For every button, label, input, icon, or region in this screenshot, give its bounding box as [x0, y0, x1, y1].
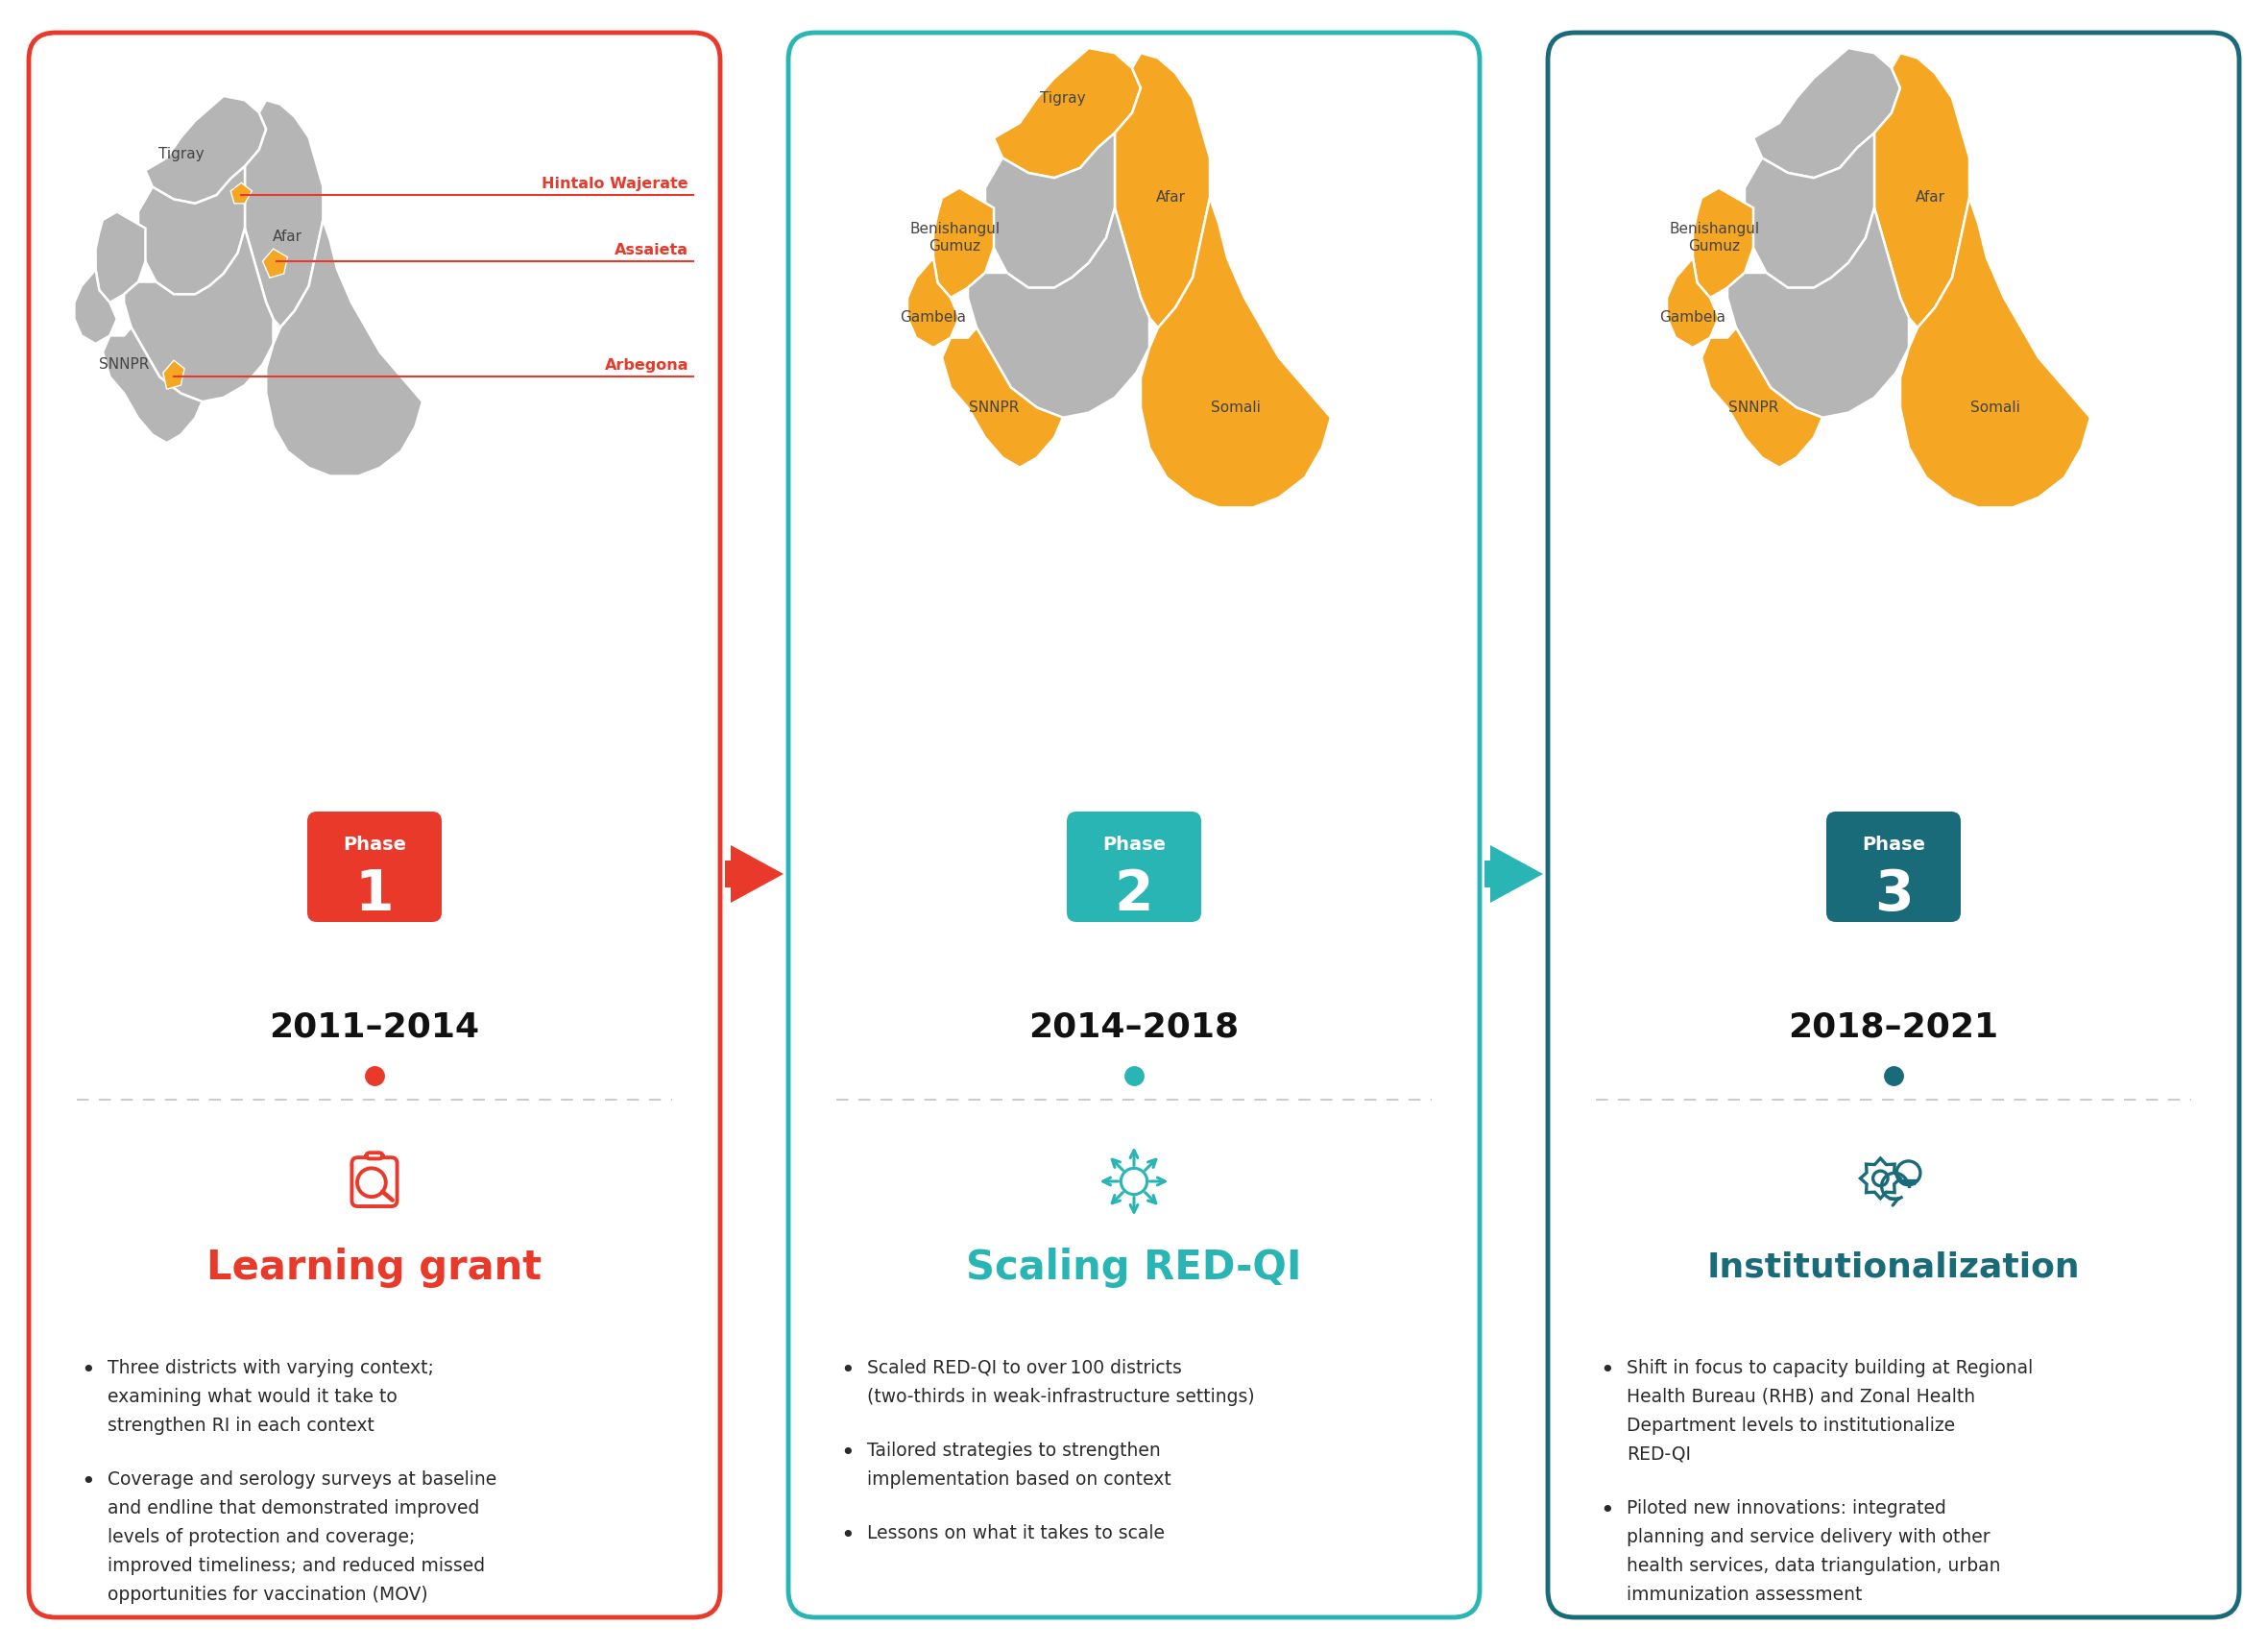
Text: •: •: [82, 1470, 95, 1493]
Polygon shape: [1701, 328, 1823, 467]
Text: Tigray: Tigray: [159, 147, 204, 162]
Text: Benishangul
Gumuz: Benishangul Gumuz: [1669, 223, 1760, 254]
Text: Department levels to institutionalize: Department levels to institutionalize: [1626, 1417, 1955, 1435]
Polygon shape: [263, 249, 288, 277]
Text: Afar: Afar: [272, 229, 302, 244]
FancyBboxPatch shape: [352, 1158, 397, 1206]
Text: Hintalo Wajerate: Hintalo Wajerate: [542, 177, 689, 191]
Text: Scaling RED-QI: Scaling RED-QI: [966, 1247, 1302, 1289]
Text: Scaled RED-QI to over 100 districts: Scaled RED-QI to over 100 districts: [866, 1360, 1182, 1378]
Polygon shape: [1667, 257, 1719, 348]
Text: Phase: Phase: [342, 835, 406, 853]
Text: Piloted new innovations: integrated: Piloted new innovations: integrated: [1626, 1500, 1946, 1518]
Text: 1: 1: [356, 866, 395, 922]
Polygon shape: [1860, 1158, 1901, 1198]
Text: Coverage and serology surveys at baseline: Coverage and serology surveys at baselin…: [107, 1470, 497, 1488]
Text: SNNPR: SNNPR: [100, 358, 150, 371]
Text: Afar: Afar: [1916, 191, 1946, 205]
FancyBboxPatch shape: [789, 33, 1479, 1617]
FancyBboxPatch shape: [1066, 812, 1202, 922]
Text: Health Bureau (RHB) and Zonal Health: Health Bureau (RHB) and Zonal Health: [1626, 1388, 1975, 1406]
Text: Institutionalization: Institutionalization: [1708, 1251, 2080, 1284]
Text: Learning grant: Learning grant: [206, 1247, 542, 1289]
Text: opportunities for vaccination (MOV): opportunities for vaccination (MOV): [107, 1586, 429, 1604]
Polygon shape: [968, 208, 1150, 417]
FancyBboxPatch shape: [1547, 33, 2239, 1617]
Text: Somali: Somali: [1971, 401, 2021, 414]
Polygon shape: [265, 219, 422, 475]
Text: levels of protection and coverage;: levels of protection and coverage;: [107, 1528, 415, 1546]
Polygon shape: [102, 327, 202, 442]
Text: •: •: [841, 1360, 855, 1383]
Text: and endline that demonstrated improved: and endline that demonstrated improved: [107, 1500, 479, 1518]
Text: •: •: [841, 1525, 855, 1548]
Text: immunization assessment: immunization assessment: [1626, 1586, 1862, 1604]
Polygon shape: [1141, 198, 1331, 508]
Polygon shape: [163, 360, 184, 389]
Text: improved timeliness; and reduced missed: improved timeliness; and reduced missed: [107, 1558, 485, 1576]
Polygon shape: [145, 96, 265, 203]
Polygon shape: [1873, 53, 1969, 328]
Text: Afar: Afar: [1157, 191, 1186, 205]
Text: •: •: [1601, 1360, 1615, 1383]
Text: RED-QI: RED-QI: [1626, 1445, 1692, 1464]
FancyBboxPatch shape: [365, 1153, 383, 1158]
Text: Shift in focus to capacity building at Regional: Shift in focus to capacity building at R…: [1626, 1360, 2032, 1378]
Text: (two-thirds in weak-infrastructure settings): (two-thirds in weak-infrastructure setti…: [866, 1388, 1254, 1406]
FancyBboxPatch shape: [306, 812, 442, 922]
Text: •: •: [841, 1442, 855, 1465]
Text: examining what would it take to: examining what would it take to: [107, 1388, 397, 1406]
Text: Lessons on what it takes to scale: Lessons on what it takes to scale: [866, 1525, 1166, 1543]
Text: Gambela: Gambela: [900, 310, 966, 325]
Text: Arbegona: Arbegona: [606, 358, 689, 373]
Polygon shape: [125, 228, 272, 401]
Text: Tigray: Tigray: [1041, 91, 1086, 106]
Polygon shape: [245, 101, 322, 327]
Polygon shape: [941, 328, 1064, 467]
Text: planning and service delivery with other: planning and service delivery with other: [1626, 1528, 1989, 1546]
Text: Tailored strategies to strengthen: Tailored strategies to strengthen: [866, 1442, 1161, 1460]
Polygon shape: [1486, 845, 1542, 903]
FancyBboxPatch shape: [1826, 812, 1962, 922]
Text: Phase: Phase: [1102, 835, 1166, 853]
Polygon shape: [984, 134, 1116, 287]
Text: Phase: Phase: [1862, 835, 1926, 853]
FancyBboxPatch shape: [29, 33, 721, 1617]
Polygon shape: [993, 48, 1141, 178]
Text: Somali: Somali: [1211, 401, 1261, 414]
Polygon shape: [1753, 48, 1901, 178]
Text: SNNPR: SNNPR: [968, 401, 1018, 414]
Text: •: •: [82, 1360, 95, 1383]
Text: Assaieta: Assaieta: [615, 243, 689, 257]
Text: implementation based on context: implementation based on context: [866, 1470, 1170, 1488]
Text: 3: 3: [1873, 866, 1912, 922]
Polygon shape: [138, 167, 245, 294]
Polygon shape: [726, 845, 782, 903]
Polygon shape: [1744, 134, 1873, 287]
Polygon shape: [934, 188, 993, 297]
Polygon shape: [1901, 198, 2091, 508]
Polygon shape: [1692, 188, 1753, 297]
Text: strengthen RI in each context: strengthen RI in each context: [107, 1417, 374, 1435]
Text: 2: 2: [1114, 866, 1154, 922]
Polygon shape: [95, 211, 145, 302]
Polygon shape: [231, 183, 252, 203]
Text: •: •: [1601, 1500, 1615, 1523]
Polygon shape: [907, 257, 959, 348]
Polygon shape: [1728, 208, 1910, 417]
Text: Three districts with varying context;: Three districts with varying context;: [107, 1360, 433, 1378]
Text: 2011–2014: 2011–2014: [270, 1011, 479, 1044]
Text: health services, data triangulation, urban: health services, data triangulation, urb…: [1626, 1558, 2000, 1576]
Text: SNNPR: SNNPR: [1728, 401, 1778, 414]
Text: Benishangul
Gumuz: Benishangul Gumuz: [909, 223, 1000, 254]
Text: Gambela: Gambela: [1660, 310, 1726, 325]
Polygon shape: [1116, 53, 1209, 328]
Text: 2018–2021: 2018–2021: [1789, 1011, 1998, 1044]
Text: 2014–2018: 2014–2018: [1030, 1011, 1238, 1044]
Polygon shape: [75, 269, 118, 343]
